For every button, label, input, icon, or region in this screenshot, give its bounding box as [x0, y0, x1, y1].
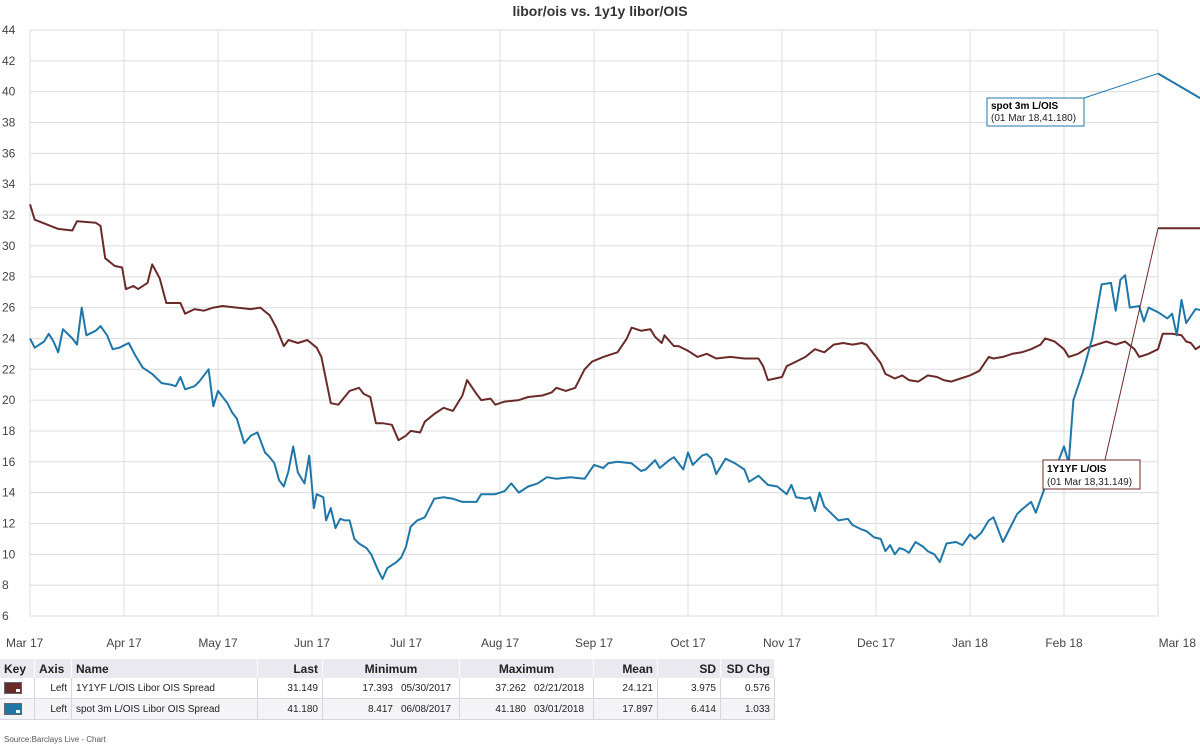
y-tick-label: 14 — [2, 486, 16, 500]
x-tick-label: Sep 17 — [575, 636, 613, 650]
col-sd: SD — [657, 659, 721, 678]
y-tick-label: 6 — [2, 609, 9, 623]
spot-callout-box — [986, 97, 1085, 127]
sd-cell: 6.414 — [657, 698, 721, 720]
y-tick-label: 36 — [2, 146, 16, 160]
y-tick-label: 44 — [2, 23, 16, 37]
min-date-cell: 06/08/2017 — [397, 698, 460, 720]
col-sd-chg: SD Chg — [720, 659, 775, 678]
y-tick-label: 32 — [2, 208, 16, 222]
x-axis-ticks: Mar 17 Apr 17 May 17 Jun 17 Jul 17 Aug 17 Sep … — [6, 636, 1196, 650]
chart: libor/ois vs. 1y1y libor/OIS 6 8 10 12 14 16 1… — [2, 3, 1200, 650]
table-row: Left 1Y1YF L/OIS Libor OIS Spread 31.149… — [0, 678, 775, 699]
col-minimum: Minimum — [322, 659, 460, 678]
x-tick-label: Mar 17 — [6, 636, 44, 650]
x-tick-label: Nov 17 — [763, 636, 801, 650]
col-mean: Mean — [593, 659, 658, 678]
x-tick-label: Jun 17 — [294, 636, 330, 650]
y-tick-label: 40 — [2, 85, 16, 99]
series-key — [0, 698, 35, 720]
y-tick-label: 26 — [2, 301, 16, 315]
y-tick-label: 34 — [2, 177, 16, 191]
stats-header-row: Key Axis Name Last Minimum Maximum Mean … — [0, 659, 775, 678]
series-line-1y1yf — [29, 204, 1200, 442]
spot-callout-value: (01 Mar 18,41.180) — [991, 113, 1076, 124]
source-note: Source:Barclays Live - Chart — [4, 735, 106, 744]
x-tick-label: Aug 17 — [481, 636, 519, 650]
y-axis-ticks: 6 8 10 12 14 16 18 20 22 24 26 28 30 32 34 36 38 40 42 44 — [2, 23, 16, 623]
fwd-callout-leader — [1104, 228, 1159, 461]
y-tick-label: 22 — [2, 362, 16, 376]
y-tick-label: 28 — [2, 270, 16, 284]
x-tick-label: Jan 18 — [952, 636, 988, 650]
x-tick-label: Dec 17 — [857, 636, 895, 650]
y-tick-label: 30 — [2, 239, 16, 253]
callouts: spot 3m L/OIS (01 Mar 18,41.180) 1Y1YF L… — [986, 73, 1159, 490]
y-tick-label: 12 — [2, 516, 16, 530]
mean-cell: 17.897 — [593, 698, 658, 720]
x-tick-label: May 17 — [198, 636, 238, 650]
max-value-cell: 41.180 — [459, 698, 530, 720]
last-cell: 31.149 — [257, 678, 323, 699]
col-name: Name — [71, 659, 258, 678]
series-swatch — [4, 682, 22, 694]
col-key: Key — [0, 659, 35, 678]
x-tick-label: Oct 17 — [670, 636, 706, 650]
min-value-cell: 8.417 — [322, 698, 397, 720]
name-cell: spot 3m L/OIS Libor OIS Spread — [71, 698, 258, 720]
min-date-cell: 05/30/2017 — [397, 678, 460, 699]
min-value-cell: 17.393 — [322, 678, 397, 699]
sd-chg-cell: 1.033 — [720, 698, 775, 720]
series-lines — [29, 72, 1200, 580]
max-date-cell: 02/21/2018 — [530, 678, 594, 699]
y-tick-label: 42 — [2, 54, 16, 68]
y-tick-label: 16 — [2, 455, 16, 469]
table-row: Left spot 3m L/OIS Libor OIS Spread 41.1… — [0, 698, 775, 720]
y-tick-label: 18 — [2, 424, 16, 438]
x-tick-label: Feb 18 — [1045, 636, 1083, 650]
fwd-callout-value: (01 Mar 18,31.149) — [1047, 477, 1132, 488]
axis-cell: Left — [34, 698, 72, 720]
series-swatch — [4, 703, 22, 715]
col-last: Last — [257, 659, 323, 678]
stats-table: Key Axis Name Last Minimum Maximum Mean … — [0, 659, 775, 720]
y-tick-label: 24 — [2, 331, 16, 345]
col-axis: Axis — [34, 659, 72, 678]
x-tick-label: Mar 18 — [1159, 636, 1197, 650]
fwd-callout-box — [1042, 459, 1141, 490]
y-tick-label: 38 — [2, 116, 16, 130]
series-key — [0, 678, 35, 699]
y-tick-label: 20 — [2, 393, 16, 407]
mean-cell: 24.121 — [593, 678, 658, 699]
axis-cell: Left — [34, 678, 72, 699]
spot-callout-title: spot 3m L/OIS — [991, 101, 1059, 112]
x-tick-label: Jul 17 — [390, 636, 422, 650]
sd-cell: 3.975 — [657, 678, 721, 699]
max-date-cell: 03/01/2018 — [530, 698, 594, 720]
x-tick-label: Apr 17 — [106, 636, 142, 650]
last-cell: 41.180 — [257, 698, 323, 720]
name-cell: 1Y1YF L/OIS Libor OIS Spread — [71, 678, 258, 699]
series-line-spot-3m — [29, 72, 1200, 580]
y-tick-label: 8 — [2, 578, 9, 592]
max-value-cell: 37.262 — [459, 678, 530, 699]
chart-title: libor/ois vs. 1y1y libor/OIS — [512, 3, 687, 19]
spot-callout-leader — [1083, 73, 1159, 99]
y-tick-label: 10 — [2, 547, 16, 561]
col-maximum: Maximum — [459, 659, 594, 678]
sd-chg-cell: 0.576 — [720, 678, 775, 699]
fwd-callout-title: 1Y1YF L/OIS — [1047, 464, 1107, 475]
